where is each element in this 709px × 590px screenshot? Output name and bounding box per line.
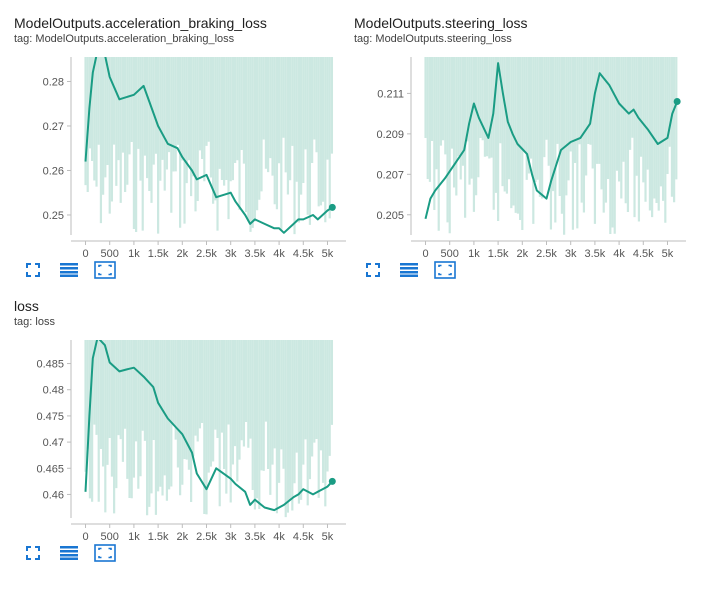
x-tick-label: 3k [565,248,577,260]
x-tick-label: 500 [101,531,119,543]
x-tick-label: 4.5k [293,248,314,260]
x-tick-label: 5k [322,248,334,260]
last-point-marker [328,203,336,211]
x-tick-label: 2.5k [536,248,557,260]
series-line [424,62,679,220]
x-tick-label: 2.5k [196,248,217,260]
y-tick-label: 0.209 [376,129,404,141]
fit-domain-icon [434,261,456,279]
x-tick-label: 2.5k [196,531,217,543]
raw-data-band [424,57,678,235]
x-tick-label: 500 [441,248,459,260]
y-tick-label: 0.28 [43,76,64,88]
fit-domain-button[interactable] [434,261,456,279]
line-chart-acceleration-braking-loss[interactable]: 0.25 0.26 0.27 0.28 0 500 1k 1.5k 2k 2.5k 3k 3.5k 4k… [14,55,354,275]
x-tick-label: 3.5k [244,248,265,260]
fullscreen-icon [26,263,40,277]
data-table-icon [400,263,418,277]
x-tick-label: 1.5k [488,248,509,260]
x-tick-label: 4k [273,531,285,543]
last-point-marker [673,98,681,105]
x-tick-label: 4k [273,248,285,260]
data-table-button[interactable] [58,261,80,279]
fullscreen-button[interactable] [22,544,44,562]
x-tick-label: 500 [101,248,119,260]
x-tick-label: 1.5k [148,248,169,260]
data-table-icon [60,546,78,560]
fullscreen-button[interactable] [362,261,384,279]
chart-tag: tag: ModelOutputs.acceleration_braking_l… [14,33,235,45]
y-tick-label: 0.205 [376,210,404,222]
data-table-icon [60,263,78,277]
chart-title: ModelOutputs.steering_loss [354,15,528,31]
chart-title: loss [14,298,39,314]
x-tick-label: 3.5k [244,531,265,543]
y-tick-label: 0.485 [36,359,64,371]
x-tick-label: 1k [128,531,140,543]
raw-data-band [84,57,334,235]
y-tick-label: 0.47 [43,437,64,449]
x-tick-label: 2k [516,248,528,260]
y-tick-label: 0.27 [43,121,64,133]
chart-tag: tag: ModelOutputs.steering_loss [354,33,512,45]
x-tick-label: 1k [468,248,480,260]
y-tick-label: 0.207 [376,169,404,181]
x-tick-label: 4.5k [293,531,314,543]
series-line [84,340,334,512]
x-tick-label: 3k [225,248,237,260]
chart-toolbar [22,544,116,562]
y-tick-label: 0.475 [36,411,64,423]
fit-domain-icon [94,544,116,562]
y-tick-label: 0.465 [36,463,64,475]
fullscreen-icon [26,546,40,560]
chart-title: ModelOutputs.acceleration_braking_loss [14,15,267,31]
x-tick-label: 2k [176,248,188,260]
last-point-marker [328,477,336,485]
x-tick-label: 3.5k [584,248,605,260]
fullscreen-icon [366,263,380,277]
line-chart-loss[interactable]: 0.46 0.465 0.47 0.475 0.48 0.485 0 500 1k 1.5k 2k 2… [14,338,354,558]
x-tick-label: 5k [322,531,334,543]
x-tick-label: 3k [225,531,237,543]
chart-card-loss: loss tag: loss 0.46 0.465 0.47 0.475 0.48 0.4… [14,298,354,568]
fit-domain-button[interactable] [94,544,116,562]
x-tick-label: 1.5k [148,531,169,543]
chart-card-steering-loss: ModelOutputs.steering_loss tag: ModelOut… [354,15,694,285]
x-tick-label: 5k [662,248,674,260]
x-tick-label: 1k [128,248,140,260]
x-tick-label: 0 [422,248,428,260]
data-table-button[interactable] [58,544,80,562]
x-tick-label: 4.5k [633,248,654,260]
y-tick-label: 0.25 [43,210,64,222]
y-tick-label: 0.26 [43,165,64,177]
series-line [84,57,333,234]
chart-toolbar [362,261,456,279]
y-tick-label: 0.211 [377,88,404,100]
x-tick-label: 0 [82,248,88,260]
chart-card-acceleration-braking-loss: ModelOutputs.acceleration_braking_loss t… [14,15,354,285]
chart-tag: tag: loss [14,316,55,328]
chart-toolbar [22,261,116,279]
data-table-button[interactable] [398,261,420,279]
raw-data-band [84,340,334,518]
y-tick-label: 0.48 [43,385,64,397]
fit-domain-icon [94,261,116,279]
x-tick-label: 2k [176,531,188,543]
line-chart-steering-loss[interactable]: 0.205 0.207 0.209 0.211 0 500 1k 1.5k 2k 2.5k 3k 3.… [354,55,694,275]
fit-domain-button[interactable] [94,261,116,279]
fullscreen-button[interactable] [22,261,44,279]
x-tick-label: 0 [82,531,88,543]
y-tick-label: 0.46 [43,489,64,501]
x-tick-label: 4k [613,248,625,260]
